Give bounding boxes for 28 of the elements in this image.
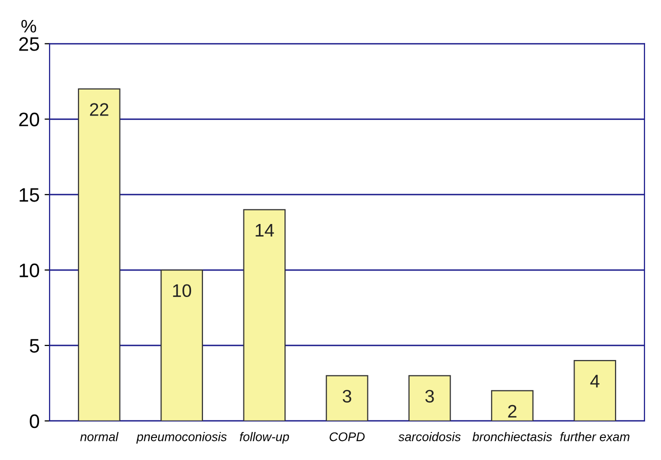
x-tick-label: bronchiectasis	[472, 432, 552, 442]
y-tick-label: 20	[19, 112, 40, 126]
bar	[326, 375, 368, 421]
x-tick-label: sarcoidosis	[398, 432, 461, 442]
x-tick-label: follow-up	[240, 432, 290, 444]
data-label: 22	[90, 103, 108, 116]
data-label: 3	[342, 390, 352, 403]
x-tick-label: COPD	[330, 432, 365, 442]
y-tick-label: 0	[30, 414, 40, 428]
y-tick-label: 25	[19, 37, 40, 51]
bar	[78, 88, 120, 421]
y-tick-label: 15	[20, 188, 40, 202]
bar	[160, 269, 203, 421]
bar	[491, 390, 534, 421]
y-axis-title: %	[21, 20, 36, 33]
x-tick-label: pneumoconiosis	[136, 432, 227, 444]
y-tick-label: 10	[20, 263, 40, 278]
y-tick-label: 5	[30, 339, 40, 353]
data-label: 4	[590, 374, 600, 388]
data-label: 2	[508, 404, 516, 418]
bar	[574, 360, 616, 421]
data-label: 14	[256, 224, 274, 236]
x-tick-label: normal	[80, 432, 119, 442]
x-tick-label: further exam	[560, 432, 630, 442]
bar	[243, 209, 286, 421]
data-label: 3	[425, 390, 434, 403]
bar	[408, 375, 451, 421]
data-label: 10	[173, 284, 192, 298]
